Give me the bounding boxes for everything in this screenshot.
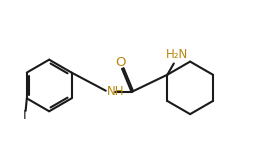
Text: H₂N: H₂N	[166, 48, 188, 61]
Text: NH: NH	[107, 85, 124, 98]
Text: I: I	[23, 109, 27, 122]
Text: O: O	[115, 55, 126, 69]
